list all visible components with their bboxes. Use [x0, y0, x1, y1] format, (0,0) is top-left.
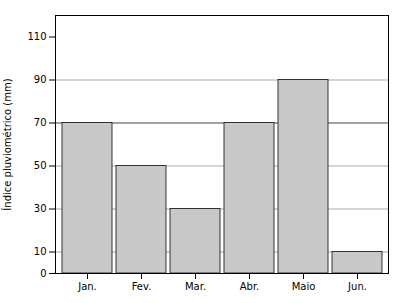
svg-text:Fev.: Fev.	[132, 281, 152, 292]
svg-text:Jun.: Jun.	[347, 281, 367, 292]
svg-text:110: 110	[27, 31, 46, 42]
svg-text:Abr.: Abr.	[240, 281, 260, 292]
svg-text:Jan.: Jan.	[77, 281, 97, 292]
svg-text:50: 50	[34, 160, 47, 171]
svg-text:0: 0	[40, 268, 46, 279]
svg-text:Índice pluviométrico (mm): Índice pluviométrico (mm)	[1, 78, 13, 210]
svg-text:10: 10	[34, 246, 47, 257]
svg-text:Maio: Maio	[292, 281, 316, 292]
svg-text:90: 90	[34, 74, 47, 85]
svg-text:Mar.: Mar.	[185, 281, 206, 292]
svg-text:30: 30	[34, 203, 47, 214]
svg-text:70: 70	[34, 117, 47, 128]
